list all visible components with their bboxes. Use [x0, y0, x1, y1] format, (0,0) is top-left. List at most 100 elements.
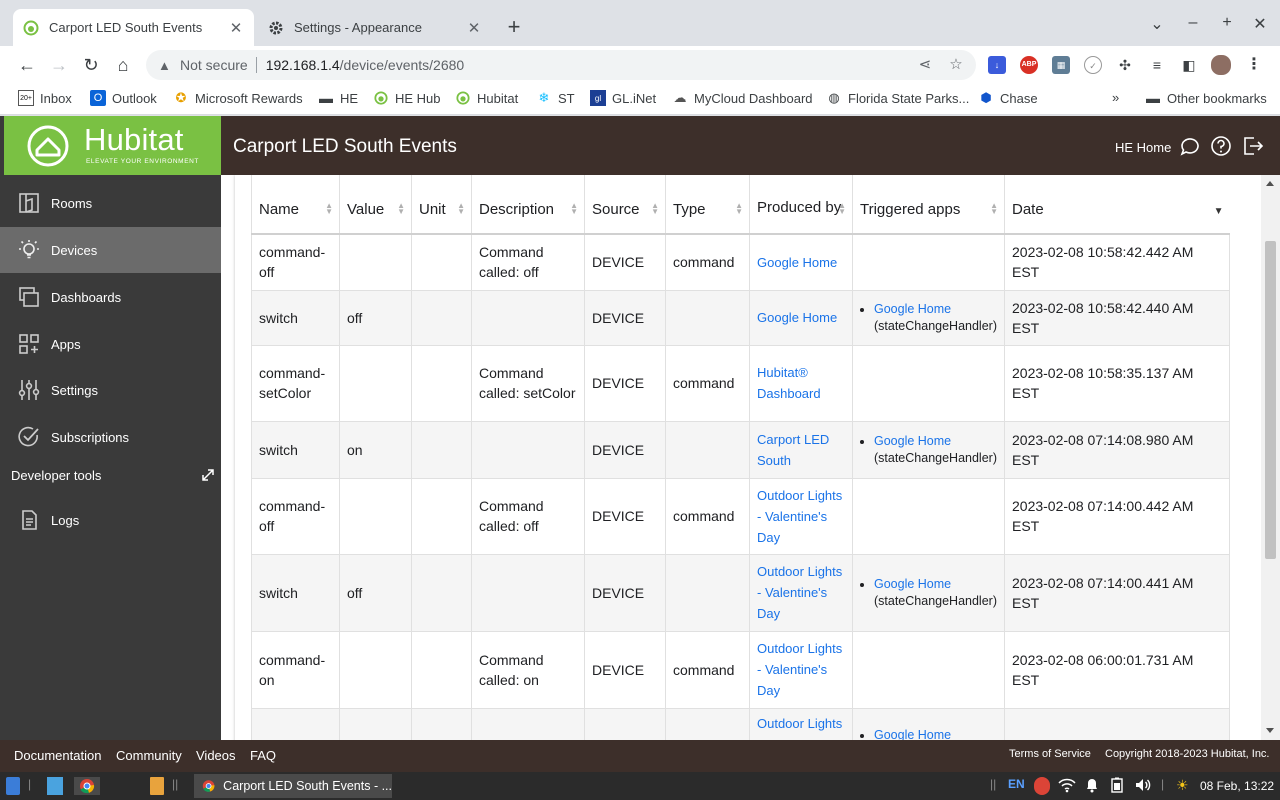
produced-by-link[interactable]: Carport LED South: [757, 431, 830, 468]
footer-link-community[interactable]: Community: [116, 748, 182, 763]
profile-avatar[interactable]: [1211, 55, 1231, 75]
desktop-icon[interactable]: [47, 777, 63, 795]
menu-kebab-icon[interactable]: ⋮: [1245, 56, 1263, 74]
triggered-app-link[interactable]: Google Home: [874, 576, 952, 591]
other-bookmarks[interactable]: ▬ Other bookmarks: [1146, 90, 1267, 106]
tab-settings-appearance[interactable]: Settings - Appearance ✕: [258, 9, 492, 46]
produced-by-link[interactable]: Outdoor Lights - Valentine's Day: [757, 564, 843, 621]
reload-icon[interactable]: ↻: [83, 55, 99, 75]
cell-triggered-apps: Google Home (stateChangeHandler): [852, 554, 1005, 632]
logout-icon[interactable]: [1242, 135, 1264, 157]
sidebar-item-apps[interactable]: Apps: [0, 321, 221, 367]
bookmark-hubitat[interactable]: Hubitat: [455, 90, 518, 106]
cell-date: 2023-02-08 10:58:35.137 AM EST: [1004, 345, 1230, 422]
bookmark-mycloud[interactable]: ☁ MyCloud Dashboard: [673, 90, 813, 106]
volume-icon[interactable]: [1134, 777, 1152, 795]
footer-link-videos[interactable]: Videos: [196, 748, 236, 763]
home-icon[interactable]: ⌂: [117, 55, 129, 75]
main-content: Name ▲ ▼ Value ▲ ▼ Unit ▲ ▼ Description ▲ ▼ Sour…: [221, 175, 1261, 740]
sidebar-item-logs[interactable]: Logs: [0, 497, 221, 543]
bookmark-glinet[interactable]: gl GL.iNet: [590, 90, 656, 106]
hubitat-logo-icon: [27, 125, 69, 167]
produced-by-link[interactable]: Outdoor Lights - Valentine's Day: [757, 641, 843, 698]
bookmark-he[interactable]: ▬ HE: [319, 90, 359, 106]
bookmark-he-hub[interactable]: HE Hub: [373, 90, 441, 106]
sidebar-item-label: Subscriptions: [51, 429, 130, 445]
sidebar-item-settings[interactable]: Settings: [0, 367, 221, 413]
sidebar-item-devices[interactable]: Devices: [0, 227, 221, 273]
chat-bubble-icon[interactable]: [1179, 135, 1201, 157]
produced-by-link[interactable]: Google Home: [757, 254, 838, 270]
taskbar-clock[interactable]: 08 Feb, 13:22: [1200, 779, 1275, 793]
column-header-unit[interactable]: Unit ▲ ▼: [411, 175, 472, 235]
produced-by-link[interactable]: Outdoor Lights - Valentine's Day: [757, 487, 843, 545]
back-arrow-icon[interactable]: ←: [18, 55, 36, 75]
file-manager-icon[interactable]: [150, 777, 164, 795]
page-scrollbar[interactable]: [1261, 175, 1280, 740]
expand-icon[interactable]: [201, 468, 215, 482]
footer-link-documentation[interactable]: Documentation: [14, 748, 102, 763]
adblock-plus-icon[interactable]: ABP: [1020, 56, 1038, 74]
scrollbar-thumb[interactable]: [1265, 241, 1276, 559]
language-indicator[interactable]: EN: [1008, 777, 1025, 791]
scroll-up-arrow-icon[interactable]: [1266, 181, 1274, 186]
produced-by-link[interactable]: Outdoor Lights: [757, 715, 843, 731]
column-header-triggered-apps[interactable]: Triggered apps ▲ ▼: [852, 175, 1005, 235]
maximize-icon[interactable]: +: [1222, 14, 1232, 31]
column-header-type[interactable]: Type ▲ ▼: [665, 175, 750, 235]
taskbar-window-chrome[interactable]: Carport LED South Events - ...: [194, 774, 392, 798]
chrome-launcher-icon[interactable]: [74, 777, 100, 795]
triggered-app-link[interactable]: Google Home: [874, 301, 952, 316]
hubitat-logo[interactable]: Hubitat ELEVATE YOUR ENVIRONMENT: [4, 116, 221, 175]
minimize-icon[interactable]: –: [1188, 14, 1198, 31]
sidebar-item-subscriptions[interactable]: Subscriptions: [0, 414, 221, 460]
produced-by-link[interactable]: Google Home: [757, 310, 838, 325]
produced-by-link[interactable]: Hubitat® Dashboard: [757, 365, 821, 401]
wifi-icon[interactable]: [1058, 777, 1076, 795]
tab-carport-led-events[interactable]: Carport LED South Events ✕: [13, 9, 254, 46]
side-panel-icon[interactable]: ◧: [1180, 56, 1198, 74]
start-menu-icon[interactable]: [6, 777, 20, 795]
cell-name: command-setColor: [251, 345, 340, 422]
puzzle-extensions-icon[interactable]: ✣: [1116, 56, 1134, 74]
hub-name[interactable]: HE Home: [1115, 140, 1172, 155]
bookmark-star-icon[interactable]: ☆: [949, 56, 963, 73]
bookmarks-overflow-button[interactable]: »: [1112, 90, 1120, 105]
scroll-down-arrow-icon[interactable]: [1266, 728, 1274, 733]
footer-link-faq[interactable]: FAQ: [250, 748, 277, 763]
bookmark-microsoft-rewards[interactable]: ✪ Microsoft Rewards: [173, 90, 303, 106]
column-header-value[interactable]: Value ▲ ▼: [339, 175, 412, 235]
bookmark-chase[interactable]: ⬢ Chase: [978, 90, 1037, 106]
forward-arrow-icon[interactable]: →: [50, 55, 68, 75]
bookmark-inbox[interactable]: 20+ Inbox: [18, 90, 72, 106]
triggered-app-link[interactable]: Google Home: [874, 433, 952, 448]
close-window-icon[interactable]: ✕: [1253, 16, 1267, 33]
share-icon[interactable]: ⋖: [918, 56, 932, 73]
sidebar-item-dashboards[interactable]: Dashboards: [0, 274, 221, 320]
help-icon[interactable]: [1210, 135, 1232, 157]
screen-extension-icon[interactable]: ▦: [1052, 56, 1070, 74]
bookmark-st[interactable]: ❄ ST: [536, 90, 575, 106]
check-extension-icon[interactable]: ✓: [1084, 56, 1102, 74]
tab-search-chevron-icon[interactable]: ⌄: [1150, 16, 1164, 33]
close-icon[interactable]: ✕: [229, 19, 243, 37]
new-tab-button[interactable]: +: [507, 14, 521, 39]
reading-list-icon[interactable]: ≡: [1148, 56, 1166, 74]
column-header-name[interactable]: Name ▲ ▼: [251, 175, 340, 235]
download-extension-icon[interactable]: ↓: [988, 56, 1006, 74]
triggered-app-link[interactable]: Google Home: [874, 727, 952, 741]
column-header-produced-by[interactable]: Produced by ▲ ▼: [749, 175, 853, 235]
bookmark-florida-state-parks[interactable]: ◍ Florida State Parks...: [826, 90, 969, 106]
sidebar-item-rooms[interactable]: Rooms: [0, 180, 221, 226]
column-header-source[interactable]: Source ▲ ▼: [584, 175, 666, 235]
chrome-tray-icon[interactable]: [1034, 777, 1050, 795]
column-header-description[interactable]: Description ▲ ▼: [471, 175, 585, 235]
bookmark-outlook[interactable]: O Outlook: [90, 90, 157, 106]
weather-sun-icon[interactable]: ☀: [1176, 777, 1189, 793]
footer-link-terms[interactable]: Terms of Service: [1009, 748, 1091, 760]
notification-bell-icon[interactable]: [1085, 777, 1099, 795]
close-icon[interactable]: ✕: [467, 19, 481, 37]
column-header-date[interactable]: Date ▼: [1004, 175, 1230, 235]
address-bar[interactable]: ▲ Not secure 192.168.1.4/device/events/2…: [146, 50, 976, 80]
battery-icon[interactable]: [1111, 777, 1123, 795]
